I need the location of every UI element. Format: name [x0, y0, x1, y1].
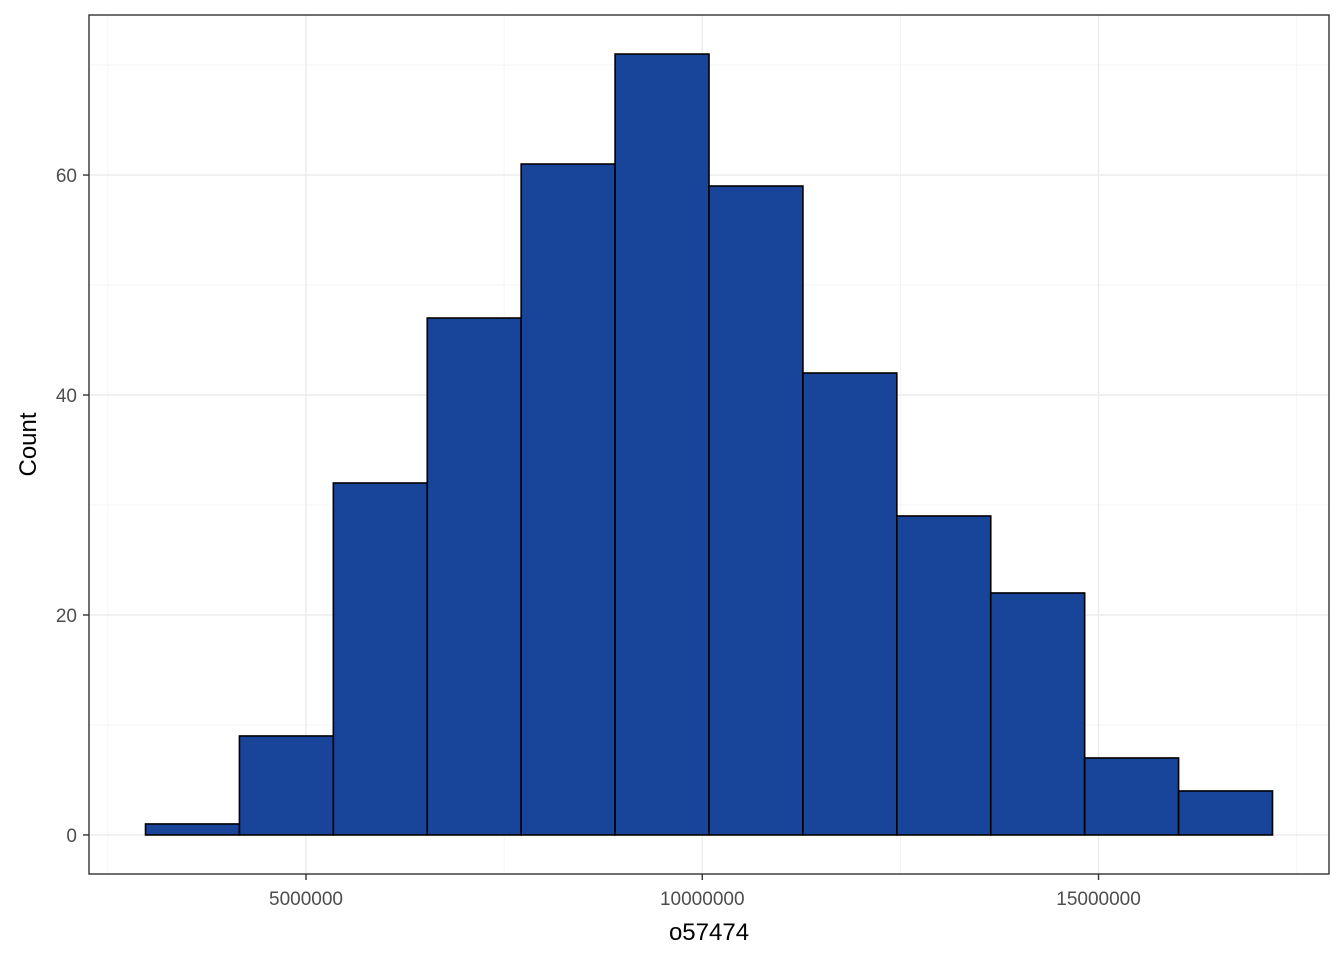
histogram-bar	[896, 515, 992, 836]
histogram-bar	[614, 53, 710, 836]
x-axis-title: o57474	[669, 919, 749, 946]
histogram-bar	[144, 823, 241, 836]
y-tick-label: 0	[66, 826, 77, 847]
y-axis-title: Count	[15, 412, 42, 476]
histogram-bar	[332, 482, 429, 836]
histogram-bar	[520, 163, 616, 836]
histogram-bar	[802, 372, 898, 836]
y-tick-label: 20	[56, 606, 77, 627]
y-tick-label: 60	[56, 166, 77, 187]
histogram-bar	[1177, 790, 1274, 836]
x-tick-label: 10000000	[660, 889, 745, 910]
histogram-bar	[426, 317, 522, 836]
histogram-bar	[989, 592, 1086, 836]
panel-border	[88, 14, 1330, 875]
x-tick-label: 15000000	[1056, 889, 1141, 910]
histogram-bar	[1083, 757, 1180, 836]
y-tick-label: 40	[56, 386, 77, 407]
axis-ticks: 5000000 10000000 15000000 0 20 40 60	[56, 166, 1141, 910]
histogram-bar	[238, 735, 335, 836]
histogram-bar	[708, 185, 804, 836]
x-tick-label: 5000000	[269, 889, 343, 910]
histogram-bars	[144, 53, 1274, 836]
